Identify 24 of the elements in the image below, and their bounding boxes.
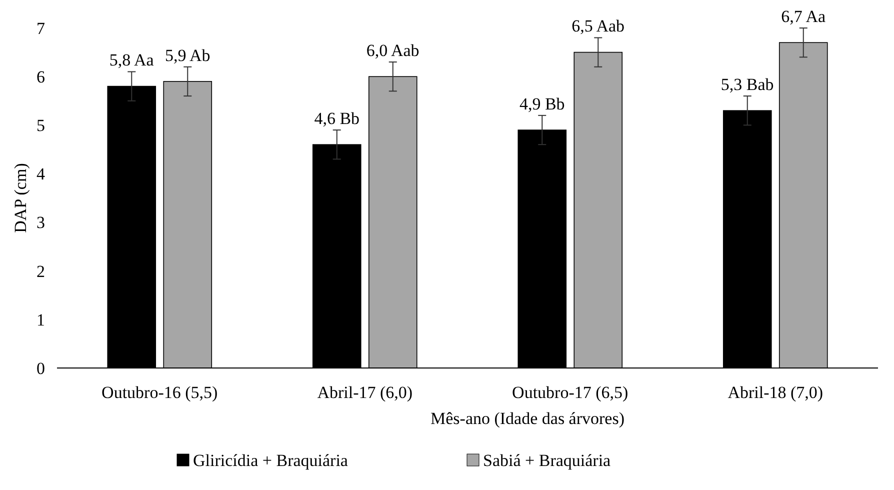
x-tick-label: Outubro-17 (6,5): [512, 383, 628, 402]
y-axis-title: DAP (cm): [11, 163, 30, 233]
legend-label: Sabiá + Braquiária: [483, 451, 612, 470]
data-label: 5,9 Ab: [164, 46, 210, 65]
data-label: 5,8 Aa: [109, 50, 154, 70]
y-tick-label: 0: [36, 358, 45, 378]
y-tick-label: 7: [36, 18, 46, 38]
data-label: 6,7 Aa: [781, 7, 826, 26]
y-tick-label: 4: [36, 164, 46, 184]
y-tick-label: 3: [36, 213, 45, 232]
y-tick-label: 1: [36, 310, 45, 330]
data-label: 4,9 Bb: [519, 94, 565, 114]
x-tick-label: Abril-17 (6,0): [317, 383, 413, 402]
y-tick-label: 2: [36, 262, 45, 281]
y-tick-label: 5: [36, 116, 45, 136]
data-label: 6,0 Aab: [366, 41, 420, 60]
data-label: 6,5 Aab: [572, 16, 625, 36]
data-label: 5,3 Bab: [720, 75, 774, 94]
x-tick-label: Outubro-16 (5,5): [102, 383, 218, 402]
data-label: 4,6 Bb: [314, 109, 360, 128]
x-axis-title: Mês-ano (Idade das árvores): [430, 409, 624, 428]
x-tick-label: Abril-18 (7,0): [728, 383, 824, 402]
y-tick-label: 6: [36, 68, 45, 87]
legend-label: Gliricídia + Braquiária: [193, 451, 348, 470]
